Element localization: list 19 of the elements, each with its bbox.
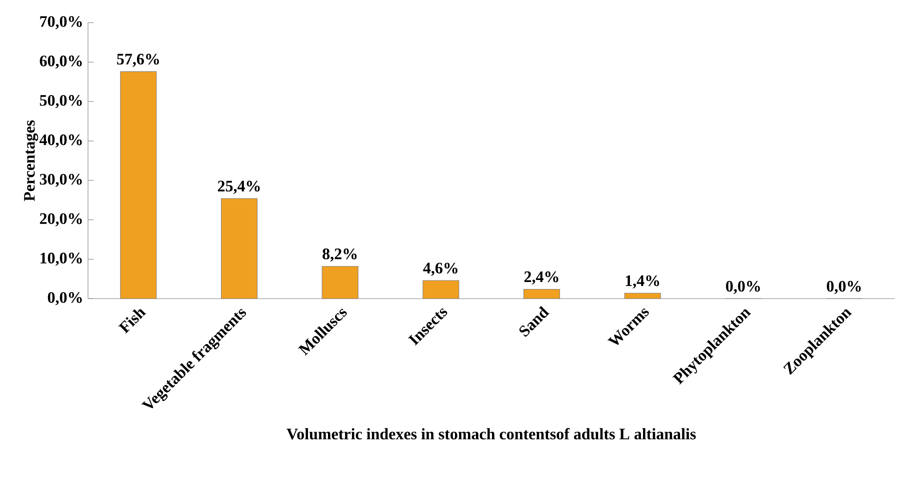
x-tick-label: Fish bbox=[118, 309, 146, 334]
data-label: 8,2% bbox=[322, 248, 357, 262]
data-label: 1,4% bbox=[626, 275, 660, 288]
y-tick-label: 20,0% bbox=[40, 213, 82, 226]
x-axis-title: Volumetric indexes in stomach contentsof adults L altianalis bbox=[286, 428, 696, 440]
y-tick-label: 70,0% bbox=[40, 16, 82, 30]
y-tick-label: 60,0% bbox=[40, 55, 82, 68]
y-tick-label: 30,0% bbox=[40, 174, 82, 187]
data-label: 0,0% bbox=[826, 280, 861, 294]
y-axis-title: Percentages bbox=[24, 120, 38, 201]
y-tick-label: 50,0% bbox=[40, 94, 82, 108]
data-label: 4,6% bbox=[423, 262, 458, 276]
y-tick-label: 0,0% bbox=[48, 292, 82, 306]
data-label: 0,0% bbox=[726, 280, 760, 294]
y-tick-label: 10,0% bbox=[40, 252, 82, 266]
data-label: 25,4% bbox=[218, 180, 260, 194]
data-label: 57,6% bbox=[117, 54, 159, 67]
y-tick-label: 40,0% bbox=[40, 134, 82, 148]
data-label: 2,4% bbox=[524, 271, 558, 284]
